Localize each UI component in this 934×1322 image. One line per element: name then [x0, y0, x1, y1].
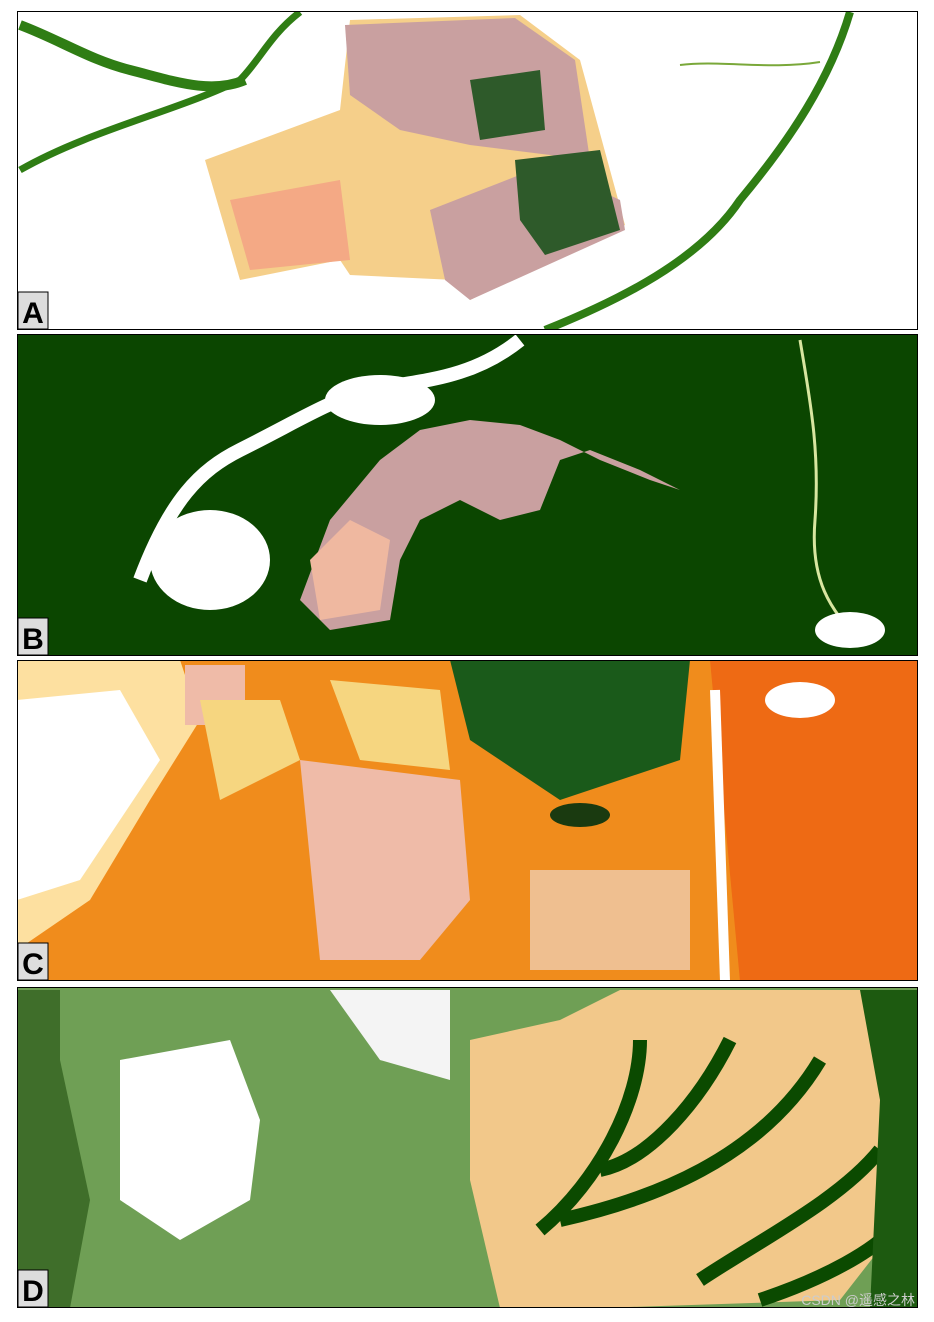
- panel-label: D: [22, 1275, 44, 1308]
- panel-label: B: [22, 623, 44, 656]
- label-box: [17, 617, 49, 656]
- label-box: [17, 1269, 49, 1308]
- map-panel-d: [17, 987, 918, 1308]
- map-panel-a: [17, 11, 918, 330]
- panel-label: A: [22, 297, 44, 330]
- watermark: CSDN @遥感之林: [801, 1292, 915, 1308]
- map-panel-b: [17, 334, 918, 656]
- label-box: [17, 942, 49, 981]
- label-box: [17, 291, 49, 330]
- panel-label: C: [22, 948, 44, 981]
- map-panel-c: [17, 660, 918, 981]
